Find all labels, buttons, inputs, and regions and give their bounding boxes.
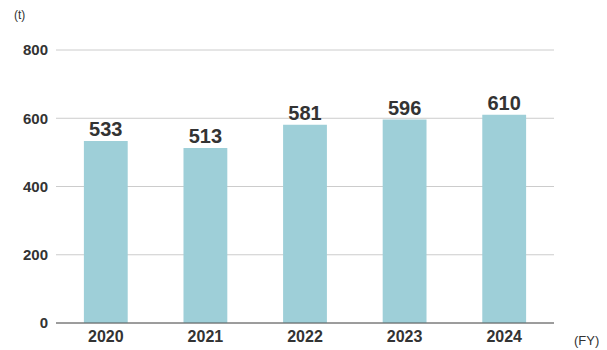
svg-text:200: 200 xyxy=(23,246,48,263)
svg-text:596: 596 xyxy=(388,97,421,119)
html-text:(t): (t) xyxy=(14,8,26,22)
svg-text:581: 581 xyxy=(288,102,321,124)
svg-text:2024: 2024 xyxy=(486,328,522,345)
svg-text:0: 0 xyxy=(40,314,48,331)
svg-text:610: 610 xyxy=(488,92,521,114)
svg-text:2020: 2020 xyxy=(88,328,124,345)
html-text:(FY): (FY) xyxy=(574,333,600,348)
svg-text:533: 533 xyxy=(89,118,122,140)
svg-text:600: 600 xyxy=(23,110,48,127)
svg-text:2023: 2023 xyxy=(387,328,423,345)
svg-text:800: 800 xyxy=(23,41,48,58)
svg-text:2021: 2021 xyxy=(188,328,224,345)
svg-text:400: 400 xyxy=(23,178,48,195)
svg-text:2022: 2022 xyxy=(287,328,323,345)
svg-text:513: 513 xyxy=(189,125,222,147)
